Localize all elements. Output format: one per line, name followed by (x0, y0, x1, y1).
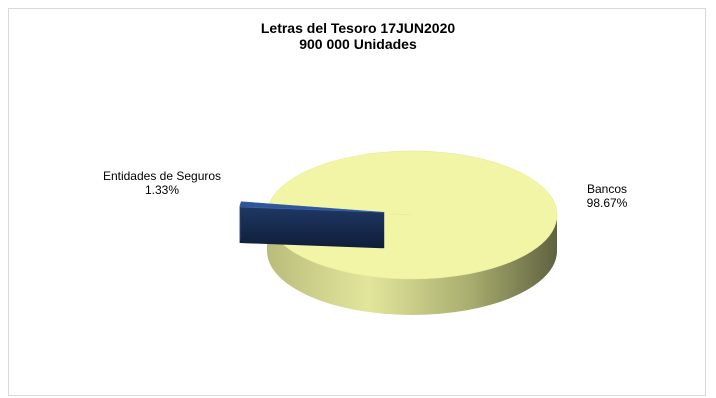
chart-subtitle: 900 000 Unidades (299, 36, 417, 52)
pie-slice-bancos (266, 150, 558, 280)
pie-slice-entidades-de-seguros (239, 201, 385, 213)
pie-slice-entidades-de-seguros-side (239, 207, 385, 249)
pie-slice-entidades-de-seguros-outer-side (239, 201, 242, 244)
pie-slice-bancos-side (267, 215, 557, 315)
pie-slice-bancos-value-label: 98.67% (587, 196, 628, 210)
pie-slice-bancos-label: Bancos (587, 182, 627, 196)
chart-title: Letras del Tesoro 17JUN2020 (260, 20, 456, 36)
pie-slice-entidades-de-seguros-value-label: 1.33% (145, 183, 179, 197)
chart-title-block: Letras del Tesoro 17JUN2020 900 000 Unid… (0, 20, 716, 52)
pie-slice-entidades-de-seguros-label: Entidades de Seguros (103, 169, 221, 183)
